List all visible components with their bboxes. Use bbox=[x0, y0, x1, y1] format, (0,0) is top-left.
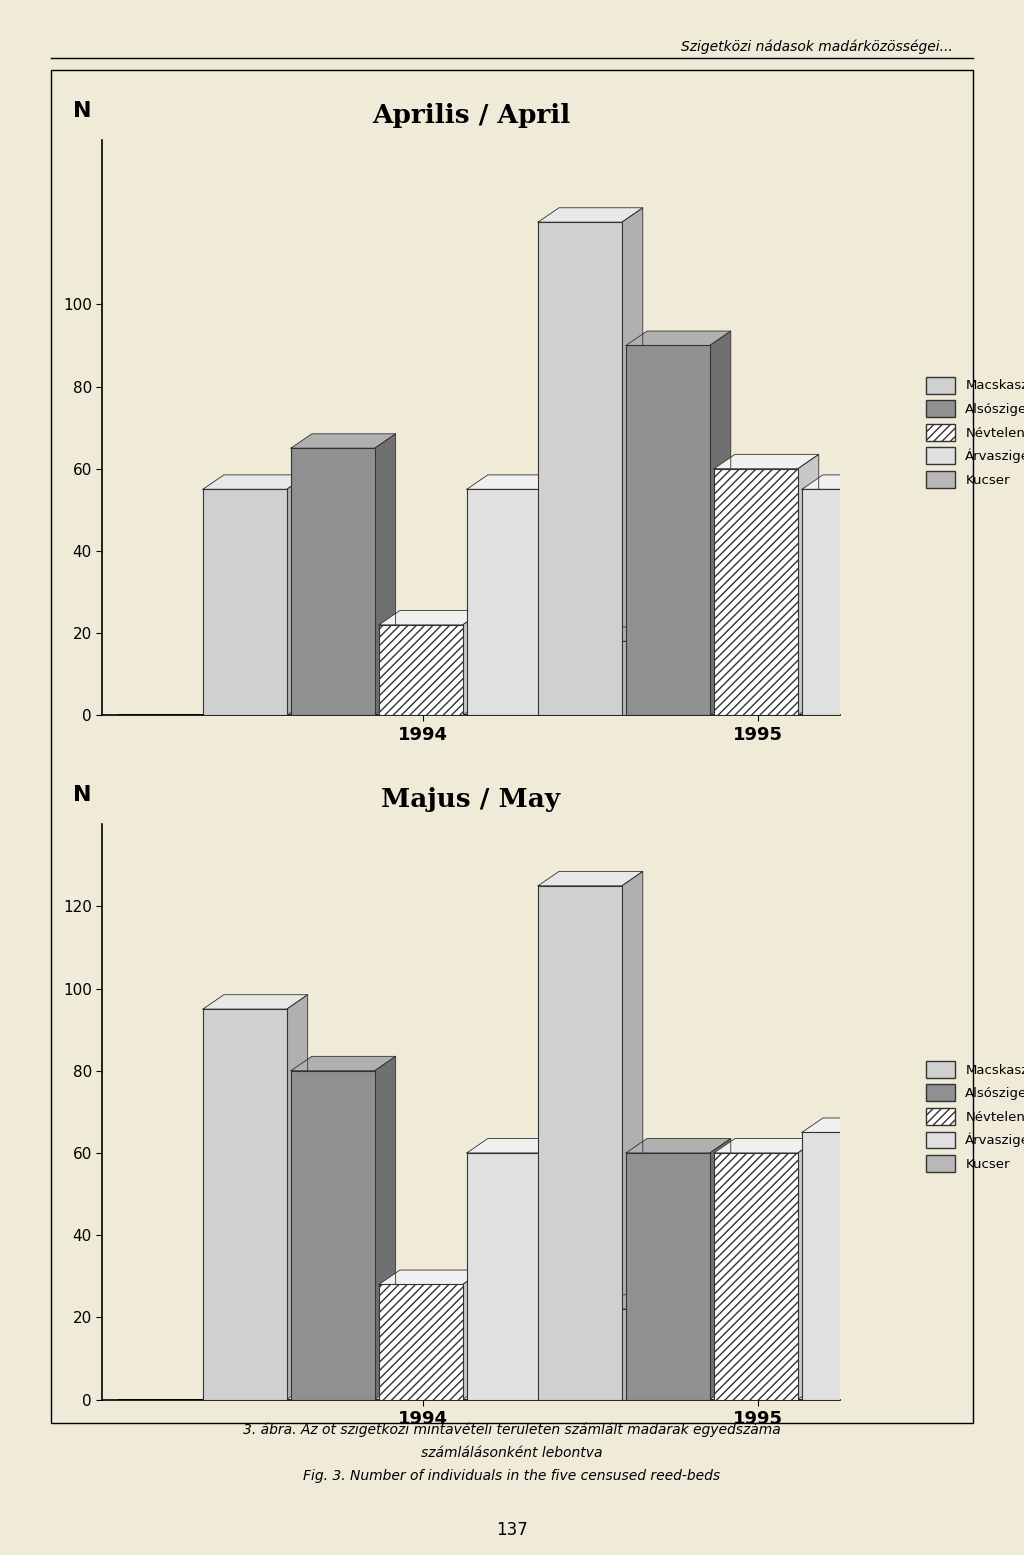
Polygon shape bbox=[551, 474, 571, 715]
Polygon shape bbox=[714, 454, 819, 468]
Legend: Macskasziget, Alsósziget, Névtelen, Árvasziget, Kucser: Macskasziget, Alsósziget, Névtelen, Árva… bbox=[926, 376, 1024, 488]
Polygon shape bbox=[291, 434, 395, 448]
Legend: Macskasziget, Alsósziget, Névtelen, Árvasziget, Kucser: Macskasziget, Alsósziget, Névtelen, Árva… bbox=[926, 1061, 1024, 1172]
Polygon shape bbox=[890, 627, 994, 641]
Text: 137: 137 bbox=[496, 1521, 528, 1539]
Polygon shape bbox=[974, 1241, 994, 1400]
Polygon shape bbox=[555, 1295, 659, 1309]
Text: számlálásonként lebontva: számlálásonként lebontva bbox=[421, 1446, 603, 1460]
Bar bbox=[203, 490, 287, 715]
Title: Majus / May: Majus / May bbox=[382, 787, 560, 812]
Bar bbox=[538, 222, 622, 715]
Polygon shape bbox=[287, 474, 307, 715]
Bar bbox=[203, 1009, 287, 1400]
Polygon shape bbox=[467, 1138, 571, 1152]
Bar bbox=[890, 641, 974, 715]
Polygon shape bbox=[538, 208, 643, 222]
Polygon shape bbox=[463, 611, 483, 715]
Polygon shape bbox=[622, 208, 643, 715]
Polygon shape bbox=[626, 331, 731, 345]
Polygon shape bbox=[203, 995, 307, 1009]
Bar bbox=[802, 1132, 886, 1400]
Bar bbox=[555, 641, 639, 715]
Bar bbox=[467, 1152, 551, 1400]
Bar bbox=[291, 1071, 375, 1400]
Polygon shape bbox=[375, 1056, 395, 1400]
Polygon shape bbox=[555, 627, 659, 641]
Polygon shape bbox=[710, 331, 731, 715]
Polygon shape bbox=[639, 1295, 659, 1400]
Bar bbox=[555, 1309, 639, 1400]
Bar bbox=[626, 345, 710, 715]
Polygon shape bbox=[467, 474, 571, 490]
Bar bbox=[379, 1284, 463, 1400]
Polygon shape bbox=[798, 1138, 819, 1400]
Polygon shape bbox=[802, 1118, 906, 1132]
Polygon shape bbox=[626, 1138, 731, 1152]
Polygon shape bbox=[974, 627, 994, 715]
Polygon shape bbox=[798, 454, 819, 715]
Polygon shape bbox=[203, 474, 307, 490]
Polygon shape bbox=[379, 1270, 483, 1284]
Text: N: N bbox=[73, 785, 91, 805]
Polygon shape bbox=[287, 995, 307, 1400]
Bar bbox=[467, 490, 551, 715]
Bar bbox=[890, 1256, 974, 1400]
Polygon shape bbox=[551, 1138, 571, 1400]
Polygon shape bbox=[886, 1118, 906, 1400]
Polygon shape bbox=[890, 1241, 994, 1256]
Polygon shape bbox=[375, 434, 395, 715]
Title: Aprilis / April: Aprilis / April bbox=[372, 103, 570, 128]
Polygon shape bbox=[714, 1138, 819, 1152]
Text: Szigetközi nádasok madárközösségei...: Szigetközi nádasok madárközösségei... bbox=[681, 40, 952, 54]
Polygon shape bbox=[622, 871, 643, 1400]
Polygon shape bbox=[710, 1138, 731, 1400]
Bar bbox=[291, 448, 375, 715]
Bar bbox=[379, 625, 463, 715]
Text: 3. ábra. Az öt szigetközi mintavételi területen számlált madarak egyedszáma: 3. ábra. Az öt szigetközi mintavételi te… bbox=[243, 1423, 781, 1437]
Text: N: N bbox=[73, 101, 91, 121]
Polygon shape bbox=[463, 1270, 483, 1400]
Text: Fig. 3. Number of individuals in the five censused reed-beds: Fig. 3. Number of individuals in the fiv… bbox=[303, 1469, 721, 1483]
Polygon shape bbox=[291, 1056, 395, 1071]
Bar bbox=[802, 490, 886, 715]
Bar bbox=[538, 886, 622, 1400]
Polygon shape bbox=[639, 627, 659, 715]
Polygon shape bbox=[379, 611, 483, 625]
Polygon shape bbox=[538, 871, 643, 886]
Bar bbox=[626, 1152, 710, 1400]
Bar bbox=[714, 468, 798, 715]
Polygon shape bbox=[886, 474, 906, 715]
Polygon shape bbox=[802, 474, 906, 490]
Bar bbox=[714, 1152, 798, 1400]
